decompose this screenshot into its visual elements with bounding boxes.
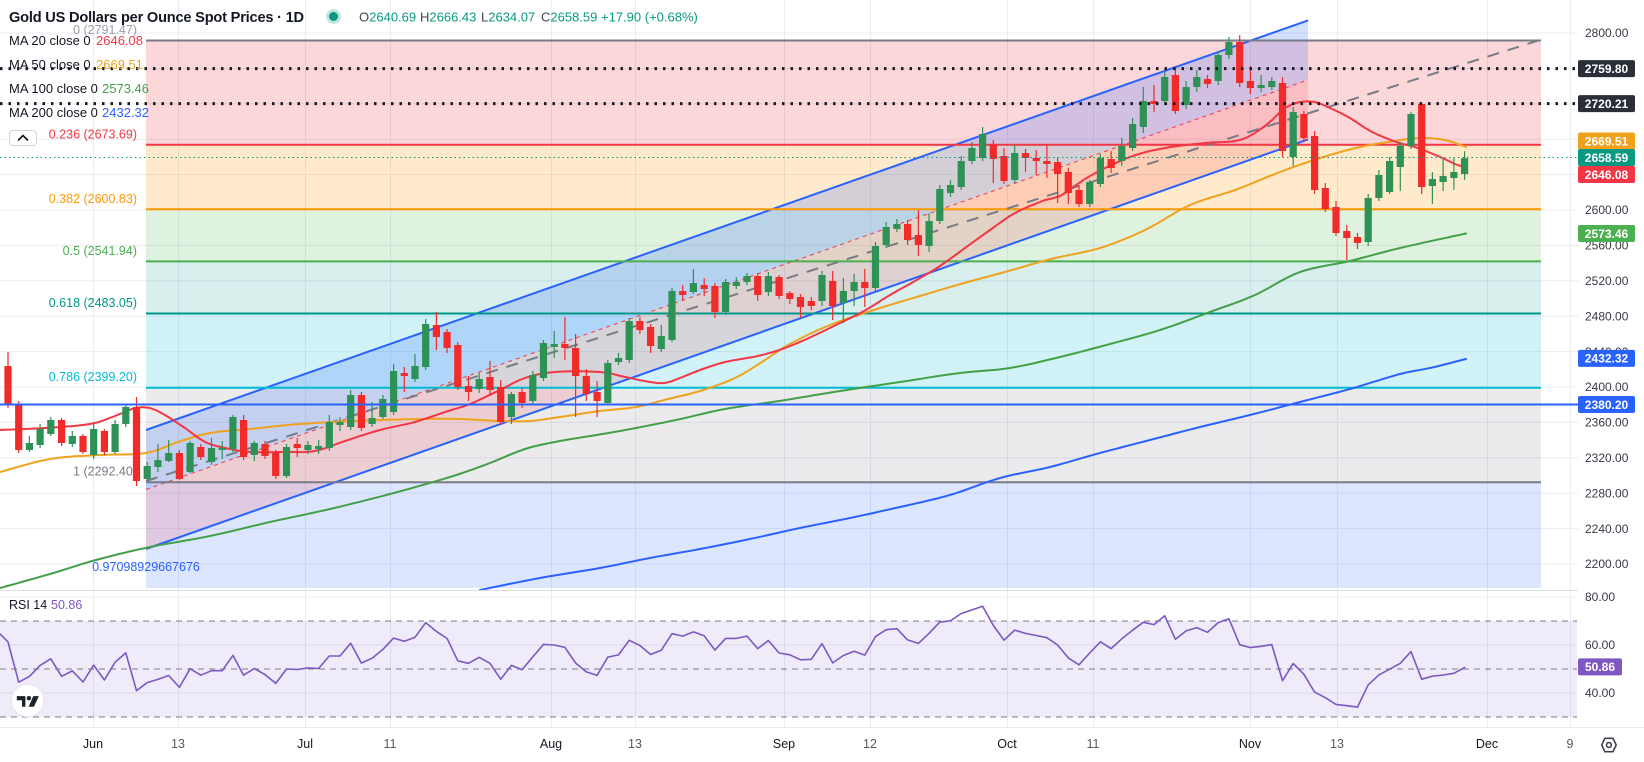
svg-text:0.382 (2600.83): 0.382 (2600.83)	[49, 192, 137, 206]
svg-text:2720.21: 2720.21	[1585, 97, 1629, 111]
svg-text:2600.00: 2600.00	[1585, 203, 1629, 217]
svg-text:2669.51: 2669.51	[96, 57, 143, 72]
svg-text:C2658.59: C2658.59	[541, 10, 597, 25]
svg-text:H2666.43: H2666.43	[420, 10, 476, 25]
svg-text:13: 13	[628, 737, 642, 751]
svg-text:2400.00: 2400.00	[1585, 380, 1629, 394]
svg-text:2658.59: 2658.59	[1585, 151, 1629, 165]
svg-text:2320.00: 2320.00	[1585, 451, 1629, 465]
svg-text:2573.46: 2573.46	[102, 81, 149, 96]
svg-text:Sep: Sep	[773, 737, 795, 751]
svg-text:2280.00: 2280.00	[1585, 486, 1629, 500]
svg-text:0.236 (2673.69): 0.236 (2673.69)	[49, 127, 137, 141]
svg-text:2360.00: 2360.00	[1585, 416, 1629, 430]
svg-text:60.00: 60.00	[1585, 638, 1615, 652]
svg-text:2646.08: 2646.08	[96, 33, 143, 48]
svg-text:Jul: Jul	[297, 737, 313, 751]
svg-text:2240.00: 2240.00	[1585, 522, 1629, 536]
svg-text:50.86: 50.86	[51, 598, 82, 612]
svg-text:RSI 14: RSI 14	[9, 598, 47, 612]
svg-text:0.618 (2483.05): 0.618 (2483.05)	[49, 296, 137, 310]
svg-text:MA 100 close 0: MA 100 close 0	[9, 81, 98, 96]
svg-text:Aug: Aug	[540, 737, 562, 751]
svg-text:40.00: 40.00	[1585, 686, 1615, 700]
svg-text:MA 50 close 0: MA 50 close 0	[9, 57, 91, 72]
svg-text:MA 200 close 0: MA 200 close 0	[9, 105, 98, 120]
svg-text:2432.32: 2432.32	[1585, 352, 1629, 366]
svg-text:2520.00: 2520.00	[1585, 274, 1629, 288]
svg-text:2800.00: 2800.00	[1585, 26, 1629, 40]
svg-text:2669.51: 2669.51	[1585, 134, 1629, 148]
svg-text:13: 13	[1330, 737, 1344, 751]
svg-text:9: 9	[1567, 737, 1574, 751]
svg-text:2646.08: 2646.08	[1585, 168, 1629, 182]
svg-text:1 (2292.40): 1 (2292.40)	[73, 465, 137, 479]
svg-text:Gold US Dollars per Ounce Spot: Gold US Dollars per Ounce Spot Prices · …	[9, 10, 304, 26]
svg-text:0.786 (2399.20): 0.786 (2399.20)	[49, 370, 137, 384]
svg-text:+17.90 (+0.68%): +17.90 (+0.68%)	[601, 10, 698, 25]
svg-text:2200.00: 2200.00	[1585, 557, 1629, 571]
svg-text:13: 13	[171, 737, 185, 751]
svg-text:O2640.69: O2640.69	[359, 10, 416, 25]
svg-text:12: 12	[863, 737, 877, 751]
svg-text:Dec: Dec	[1476, 737, 1498, 751]
svg-text:0 (2791.47): 0 (2791.47)	[73, 23, 137, 37]
svg-text:0.97098929667676: 0.97098929667676	[92, 560, 200, 574]
svg-text:50.86: 50.86	[1585, 660, 1615, 674]
svg-text:11: 11	[1087, 737, 1100, 751]
svg-text:Jun: Jun	[83, 737, 103, 751]
svg-text:2759.80: 2759.80	[1585, 62, 1629, 76]
svg-text:2573.46: 2573.46	[1585, 227, 1629, 241]
svg-text:11: 11	[384, 737, 397, 751]
svg-text:80.00: 80.00	[1585, 590, 1615, 604]
svg-text:Oct: Oct	[997, 737, 1017, 751]
svg-text:Nov: Nov	[1239, 737, 1262, 751]
svg-text:0.5 (2541.94): 0.5 (2541.94)	[63, 244, 137, 258]
svg-text:2480.00: 2480.00	[1585, 309, 1629, 323]
svg-text:2432.32: 2432.32	[102, 105, 149, 120]
svg-text:L2634.07: L2634.07	[481, 10, 535, 25]
svg-text:2560.00: 2560.00	[1585, 239, 1629, 253]
svg-text:MA 20 close 0: MA 20 close 0	[9, 33, 91, 48]
svg-text:2380.20: 2380.20	[1585, 398, 1629, 412]
